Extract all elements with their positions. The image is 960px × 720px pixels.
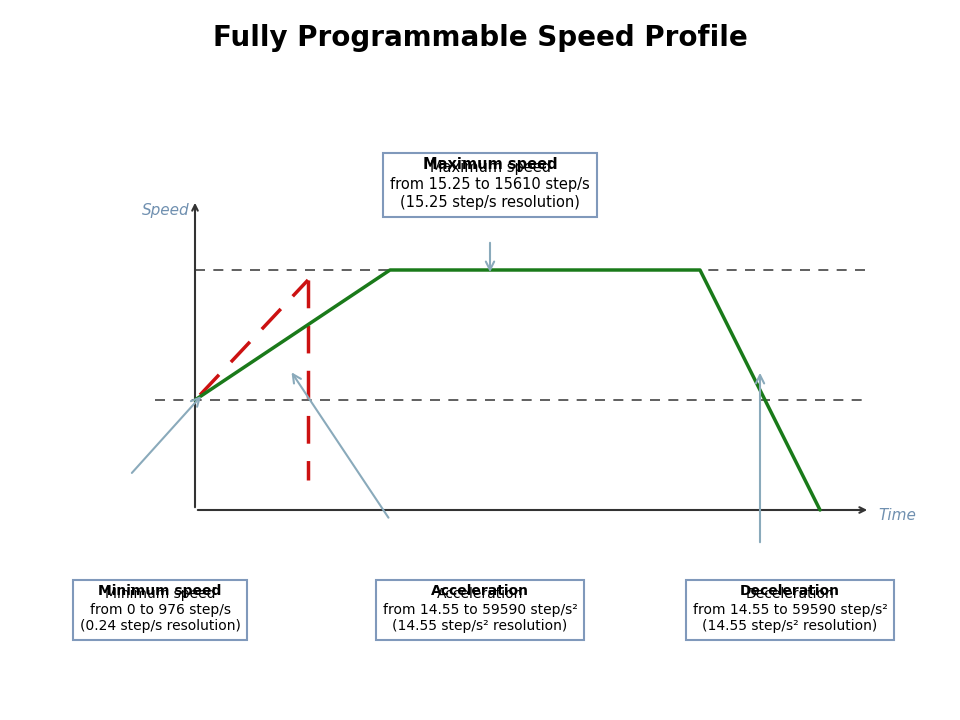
Text: Minimum speed: Minimum speed [98,583,222,598]
Text: Deceleration: Deceleration [740,583,840,598]
Text: Minimum speed
from 0 to 976 step/s
(0.24 step/s resolution): Minimum speed from 0 to 976 step/s (0.24… [80,587,240,633]
Text: Acceleration
from 14.55 to 59590 step/s²
(14.55 step/s² resolution): Acceleration from 14.55 to 59590 step/s²… [383,587,577,633]
Text: Time: Time [878,508,916,523]
Text: Maximum speed
from 15.25 to 15610 step/s
(15.25 step/s resolution): Maximum speed from 15.25 to 15610 step/s… [390,160,589,210]
Text: Speed: Speed [142,202,190,217]
Text: Fully Programmable Speed Profile: Fully Programmable Speed Profile [212,24,748,52]
Text: Maximum speed: Maximum speed [422,157,558,172]
Text: Acceleration: Acceleration [431,583,529,598]
Text: Deceleration
from 14.55 to 59590 step/s²
(14.55 step/s² resolution): Deceleration from 14.55 to 59590 step/s²… [692,587,887,633]
